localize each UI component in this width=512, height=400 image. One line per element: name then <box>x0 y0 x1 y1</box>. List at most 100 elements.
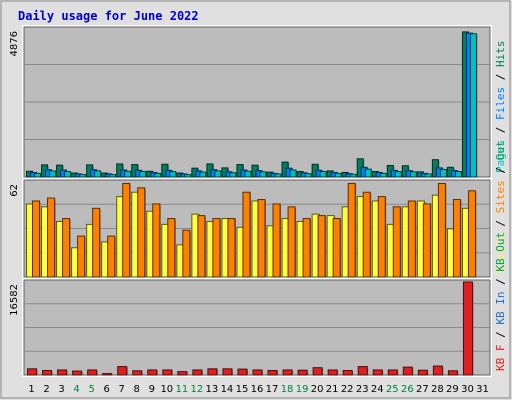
bar-pages-day-30 <box>469 33 477 178</box>
bar-kb-f-day-13 <box>207 368 218 376</box>
bar-kb-f-day-14 <box>222 368 233 376</box>
bar-sites-day-17 <box>272 203 281 278</box>
x-tick-label: 18 <box>281 384 294 395</box>
x-tick-label: 31 <box>476 384 489 395</box>
bar-kb-f-day-3 <box>57 369 68 376</box>
bar-kb-f-day-2 <box>42 370 53 376</box>
side-legend-separator: / <box>494 325 507 345</box>
bar-pages-day-12 <box>199 171 207 178</box>
bar-kb-f-day-5 <box>87 369 98 376</box>
bar-sites-day-15 <box>242 191 251 278</box>
bar-kb-f-day-24 <box>372 369 383 376</box>
bar-kb-f-day-18 <box>282 369 293 376</box>
bar-pages-day-18 <box>289 169 297 178</box>
x-tick-label: 27 <box>416 384 429 395</box>
x-tick-label: 12 <box>191 384 204 395</box>
x-tick-label: 19 <box>296 384 309 395</box>
side-legend-files: Files <box>494 87 507 120</box>
bar-pages-day-24 <box>379 172 387 178</box>
side-legend-sites: Sites <box>494 180 507 213</box>
bar-sites-day-23 <box>362 191 371 278</box>
x-tick-label: 13 <box>206 384 219 395</box>
side-legend-separator: / <box>494 120 507 140</box>
side-legend-kb-f: KB F <box>494 345 507 372</box>
bar-pages-day-7 <box>124 170 132 178</box>
bar-pages-day-3 <box>64 171 72 178</box>
bar-sites-day-7 <box>122 182 131 278</box>
side-legend-hits: Hits <box>494 41 507 68</box>
bar-kb-f-day-10 <box>162 369 173 376</box>
bar-pages-day-2 <box>49 170 57 178</box>
bar-pages-day-1 <box>34 172 42 178</box>
bar-kb-f-day-17 <box>267 370 278 376</box>
bar-kb-f-day-4 <box>72 370 83 376</box>
side-legend: Pages / Files / Hits <box>494 41 507 174</box>
bar-kb-f-day-1 <box>27 368 38 376</box>
bar-kb-f-day-7 <box>117 366 128 376</box>
x-tick-label: 5 <box>88 384 94 395</box>
bar-pages-day-6 <box>109 174 117 178</box>
x-tick-label: 7 <box>119 384 125 395</box>
side-legend-separator: / <box>494 272 507 292</box>
bar-pages-day-5 <box>94 170 102 178</box>
bar-sites-day-5 <box>92 207 101 278</box>
bar-kb-f-day-29 <box>447 370 458 376</box>
bar-sites-day-16 <box>257 199 266 278</box>
panel-3: 16582 KB F / KB In / KB Out <box>9 232 507 377</box>
x-tick-label: 16 <box>251 384 264 395</box>
bar-sites-day-6 <box>107 235 116 278</box>
y-max-label: 4876 <box>9 31 20 56</box>
bar-kb-f-day-27 <box>417 369 428 376</box>
side-legend-out: Out <box>494 141 507 161</box>
bar-sites-day-10 <box>167 218 176 278</box>
bar-kb-f-day-11 <box>177 371 188 376</box>
bar-kb-f-day-8 <box>132 370 143 376</box>
x-tick-label: 14 <box>221 384 234 395</box>
bar-sites-day-8 <box>137 187 146 278</box>
bar-sites-day-12 <box>197 215 206 278</box>
bar-kb-f-day-20 <box>312 367 323 376</box>
side-legend-visits: Visits <box>494 233 507 273</box>
bar-pages-day-19 <box>304 173 312 178</box>
side-legend-kb-in: KB In <box>494 292 507 325</box>
bar-pages-day-20 <box>319 171 327 178</box>
y-max-label: 62 <box>9 184 20 197</box>
bar-sites-day-26 <box>407 200 416 278</box>
x-tick-label: 22 <box>341 384 354 395</box>
bar-kb-f-day-19 <box>297 369 308 376</box>
x-tick-label: 6 <box>103 384 109 395</box>
x-tick-label: 28 <box>431 384 444 395</box>
bar-sites-day-19 <box>302 218 311 278</box>
bar-sites-day-21 <box>332 218 341 278</box>
side-legend: Visits / Sites / Out <box>494 141 507 274</box>
x-tick-label: 9 <box>149 384 155 395</box>
bar-sites-day-27 <box>422 203 431 278</box>
x-tick-label: 29 <box>446 384 459 395</box>
bar-pages-day-21 <box>334 172 342 178</box>
bar-sites-day-18 <box>287 206 296 278</box>
bar-sites-day-24 <box>377 196 386 278</box>
bar-kb-f-day-12 <box>192 369 203 376</box>
side-legend-separator: / <box>494 213 507 233</box>
bar-kb-f-day-30 <box>462 281 473 376</box>
side-legend-separator: / <box>494 160 507 180</box>
bar-sites-day-3 <box>62 218 71 278</box>
bar-pages-day-25 <box>394 171 402 178</box>
bar-kb-f-day-15 <box>237 368 248 376</box>
side-legend: KB F / KB In / KB Out <box>494 232 507 371</box>
bar-pages-day-22 <box>349 173 357 178</box>
bar-pages-day-14 <box>229 172 237 178</box>
bar-pages-day-9 <box>154 172 162 178</box>
x-tick-label: 3 <box>58 384 64 395</box>
x-tick-label: 30 <box>461 384 474 395</box>
bar-pages-day-17 <box>274 173 282 178</box>
bar-kb-f-day-6 <box>102 373 113 376</box>
side-legend-pages: Pages <box>494 140 507 173</box>
x-tick-label: 2 <box>43 384 49 395</box>
bar-pages-day-29 <box>454 171 462 178</box>
bar-pages-day-8 <box>139 171 147 178</box>
y-max-label: 16582 <box>9 284 20 316</box>
x-tick-label: 26 <box>401 384 414 395</box>
x-tick-label: 15 <box>236 384 249 395</box>
bar-sites-day-30 <box>467 190 476 278</box>
